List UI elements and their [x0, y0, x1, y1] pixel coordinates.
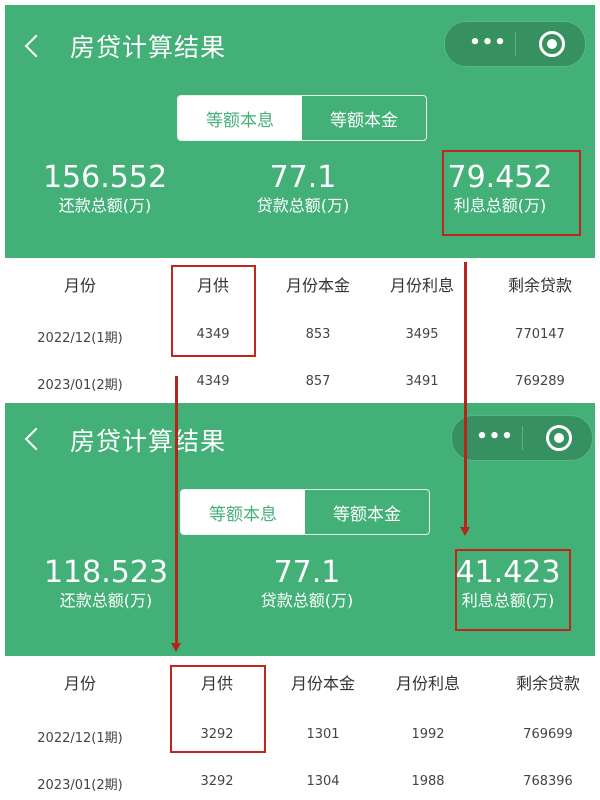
mini-program-capsule: ••• [451, 415, 593, 461]
cell: 4349 [196, 374, 230, 389]
close-target-icon[interactable] [539, 31, 565, 57]
col-header-remaining: 剩余贷款 [507, 276, 572, 295]
tab-equal-installment[interactable]: 等额本息 [181, 490, 305, 534]
cell: 768396 [523, 774, 573, 789]
tab-equal-principal[interactable]: 等额本金 [330, 110, 398, 131]
cell: 2023/01(2期) [37, 378, 123, 393]
stat-value: 77.1 [269, 160, 337, 195]
tab-equal-principal[interactable]: 等额本金 [333, 504, 401, 525]
arrow-payment [171, 376, 181, 652]
divider [515, 32, 516, 56]
cell: 4349 [196, 327, 230, 342]
stat-total-interest: 79.452 利息总额(万) [400, 161, 600, 217]
col-header-interest: 月份利息 [395, 674, 460, 693]
cell: 3495 [405, 327, 439, 342]
cell: 853 [305, 327, 331, 342]
arrow-interest [460, 262, 470, 536]
stat-label: 还款总额(万) [59, 591, 153, 610]
cell: 3292 [200, 727, 234, 742]
stat-value: 41.423 [455, 555, 561, 590]
cell: 769289 [515, 374, 565, 389]
stat-value: 156.552 [42, 160, 168, 195]
cell: 2022/12(1期) [37, 331, 123, 346]
cell: 769699 [523, 727, 573, 742]
divider [522, 426, 523, 450]
tab-equal-installment[interactable]: 等额本息 [178, 96, 302, 140]
cell: 857 [305, 374, 331, 389]
close-target-icon[interactable] [546, 425, 572, 451]
more-icon[interactable]: ••• [469, 32, 507, 53]
highlight-box-interest-1 [442, 150, 581, 236]
cell: 1304 [306, 774, 340, 789]
stat-label: 贷款总额(万) [260, 591, 354, 610]
col-header-principal: 月份本金 [285, 276, 350, 295]
cell: 770147 [515, 327, 565, 342]
page-title: 房贷计算结果 [70, 33, 227, 62]
stat-label: 贷款总额(万) [256, 196, 350, 215]
cell: 1301 [306, 727, 340, 742]
stat-value: 79.452 [447, 160, 553, 195]
more-icon[interactable]: ••• [476, 426, 514, 447]
stat-total-repayment: 118.523 还款总额(万) [6, 556, 206, 612]
stat-value: 77.1 [273, 555, 341, 590]
cell: 2022/12(1期) [37, 731, 123, 746]
cell: 2023/01(2期) [37, 778, 123, 793]
highlight-box-interest-2 [455, 549, 571, 631]
col-header-principal: 月份本金 [290, 674, 355, 693]
cell: 1992 [411, 727, 445, 742]
page-title: 房贷计算结果 [70, 427, 227, 456]
screen-1: 房贷计算结果 ••• 等额本息 等额本金 156.552 还款总额(万) 77.… [5, 5, 600, 393]
repayment-type-tabs: 等额本息 等额本金 [180, 489, 430, 535]
repayment-type-tabs: 等额本息 等额本金 [177, 95, 427, 141]
mini-program-capsule: ••• [444, 21, 586, 67]
cell: 3491 [405, 374, 439, 389]
stat-loan-amount: 77.1 贷款总额(万) [207, 556, 407, 612]
cell: 3292 [200, 774, 234, 789]
stat-value: 118.523 [43, 555, 169, 590]
stat-total-interest: 41.423 利息总额(万) [408, 556, 600, 612]
highlight-box-payment-2 [170, 665, 266, 753]
stat-label: 还款总额(万) [58, 196, 152, 215]
col-header-month: 月份 [63, 674, 96, 693]
stat-label: 利息总额(万) [453, 196, 547, 215]
stat-total-repayment: 156.552 还款总额(万) [5, 161, 205, 217]
col-header-month: 月份 [63, 276, 96, 295]
cell: 1988 [411, 774, 445, 789]
highlight-box-payment-1 [171, 265, 256, 357]
col-header-payment: 月供 [200, 674, 233, 693]
col-header-remaining: 剩余贷款 [515, 674, 580, 693]
stat-label: 利息总额(万) [461, 591, 555, 610]
col-header-payment: 月供 [196, 276, 229, 295]
col-header-interest: 月份利息 [389, 276, 454, 295]
stat-loan-amount: 77.1 贷款总额(万) [203, 161, 403, 217]
